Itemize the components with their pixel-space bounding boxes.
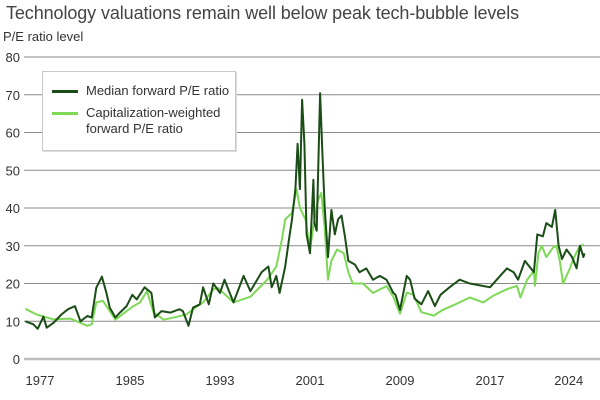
legend-label-cap-weighted-line2: forward P/E ratio (86, 121, 183, 136)
legend-label-median: Median forward P/E ratio (86, 83, 230, 98)
x-tick-label: 2009 (386, 373, 415, 388)
y-tick-label: 40 (6, 201, 20, 216)
x-tick-label: 2017 (476, 373, 505, 388)
x-tick-label: 2024 (554, 373, 583, 388)
series-line-median (25, 92, 586, 330)
legend-swatch-median (52, 90, 78, 93)
series-line-cap-weighted (24, 188, 585, 327)
y-tick-label: 20 (6, 277, 20, 292)
legend-item-median: Median forward P/E ratio (52, 83, 229, 99)
chart-legend: Median forward P/E ratio Capitalization-… (42, 71, 236, 151)
y-tick-label: 10 (6, 314, 20, 329)
y-tick-label: 30 (6, 239, 20, 254)
y-tick-label: 50 (6, 163, 20, 178)
y-tick-label: 60 (6, 126, 20, 141)
y-axis-label: P/E ratio level (3, 29, 84, 44)
x-tick-label: 1977 (26, 373, 55, 388)
legend-item-cap-weighted: Capitalization-weighted forward P/E rati… (52, 105, 220, 137)
y-tick-label: 70 (6, 88, 20, 103)
x-tick-label: 1985 (116, 373, 145, 388)
chart-title: Technology valuations remain well below … (6, 3, 520, 23)
legend-swatch-cap-weighted (52, 112, 78, 115)
x-tick-label: 1993 (206, 373, 235, 388)
legend-label-cap-weighted-line1: Capitalization-weighted (86, 105, 221, 120)
x-tick-label: 2001 (296, 373, 325, 388)
y-tick-label: 0 (13, 352, 20, 367)
y-tick-label: 80 (6, 50, 20, 65)
